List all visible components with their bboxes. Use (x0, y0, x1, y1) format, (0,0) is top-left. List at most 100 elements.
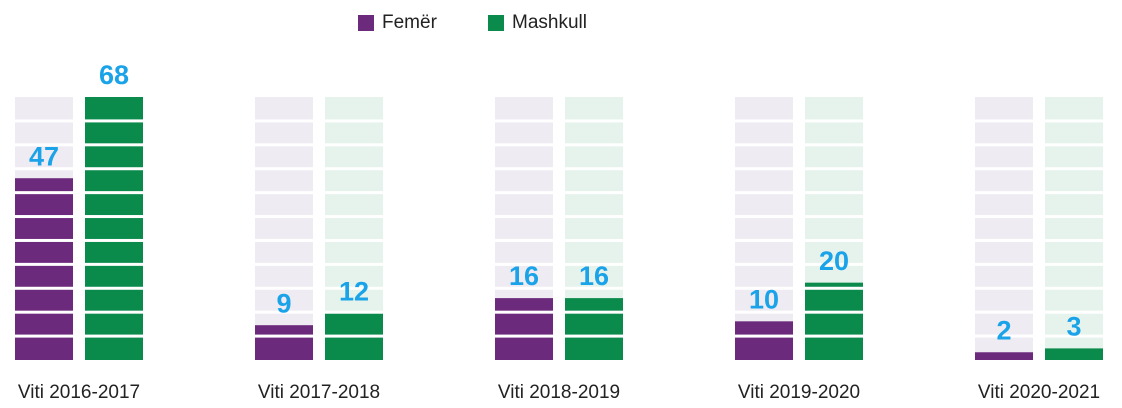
segment-gap (805, 262, 863, 266)
segment-gap (735, 334, 793, 338)
segment-gap (805, 310, 863, 314)
segment-gap (15, 238, 73, 242)
segment-gap (85, 238, 143, 242)
segment-gap (15, 191, 73, 195)
value-label: 3 (1066, 312, 1081, 342)
bar (15, 178, 73, 360)
segment-gap (565, 238, 623, 242)
segment-gap (975, 167, 1033, 171)
segment-gap (495, 119, 553, 123)
value-label: 16 (509, 261, 539, 291)
segment-gap (1045, 310, 1103, 314)
segment-gap (325, 238, 383, 242)
segment-gap (255, 262, 313, 266)
x-tick-label: Viti 2018-2019 (498, 382, 620, 403)
segment-gap (735, 167, 793, 171)
segment-gap (1045, 262, 1103, 266)
segment-gap (1045, 191, 1103, 195)
segment-gap (325, 191, 383, 195)
segment-gap (735, 310, 793, 314)
bar-track (255, 97, 313, 360)
segment-gap (975, 215, 1033, 219)
segment-gap (255, 191, 313, 195)
segment-gap (495, 191, 553, 195)
segment-gap (495, 286, 553, 290)
segment-gap (735, 119, 793, 123)
segment-gap (975, 310, 1033, 314)
segment-gap (1045, 238, 1103, 242)
legend-swatch (488, 15, 504, 31)
segment-gap (805, 191, 863, 195)
legend-label: Mashkull (512, 12, 587, 33)
segment-gap (975, 119, 1033, 123)
segment-gap (15, 167, 73, 171)
segment-gap (565, 191, 623, 195)
segment-gap (85, 286, 143, 290)
segment-gap (805, 119, 863, 123)
segment-gap (1045, 286, 1103, 290)
segment-gap (255, 310, 313, 314)
segment-gap (735, 286, 793, 290)
segment-gap (255, 238, 313, 242)
segment-gap (565, 143, 623, 147)
segment-gap (1045, 215, 1103, 219)
x-tick-label: Viti 2016-2017 (18, 382, 140, 403)
segment-gap (85, 310, 143, 314)
segment-gap (255, 119, 313, 123)
x-tick-label: Viti 2019-2020 (738, 382, 860, 403)
segment-gap (565, 286, 623, 290)
segment-gap (565, 262, 623, 266)
value-label: 10 (749, 284, 779, 314)
segment-gap (565, 310, 623, 314)
segment-gap (1045, 167, 1103, 171)
segment-gap (495, 143, 553, 147)
segment-gap (495, 167, 553, 171)
bar-track (1045, 97, 1103, 360)
legend-label: Femër (382, 12, 438, 33)
segment-gap (805, 238, 863, 242)
segment-gap (565, 119, 623, 123)
bar (565, 298, 623, 360)
segment-gap (255, 215, 313, 219)
segment-gap (1045, 119, 1103, 123)
segment-gap (495, 215, 553, 219)
value-label: 16 (579, 261, 609, 291)
segment-gap (735, 191, 793, 195)
x-tick-label: Viti 2017-2018 (258, 382, 380, 403)
segment-gap (15, 119, 73, 123)
segment-gap (255, 286, 313, 290)
segment-gap (495, 238, 553, 242)
segment-gap (85, 143, 143, 147)
segment-gap (85, 334, 143, 338)
bar (805, 282, 863, 360)
segment-gap (15, 215, 73, 219)
segment-gap (975, 238, 1033, 242)
segment-gap (85, 167, 143, 171)
segment-gap (495, 310, 553, 314)
segment-gap (325, 286, 383, 290)
segment-gap (325, 215, 383, 219)
segment-gap (15, 262, 73, 266)
segment-gap (735, 262, 793, 266)
segment-gap (805, 143, 863, 147)
bar-track (735, 97, 793, 360)
segment-gap (565, 215, 623, 219)
segment-gap (255, 334, 313, 338)
segment-gap (805, 215, 863, 219)
bar (735, 321, 793, 360)
value-label: 20 (819, 246, 849, 276)
segment-gap (735, 143, 793, 147)
x-tick-label: Viti 2020-2021 (978, 382, 1100, 403)
bar (1045, 348, 1103, 360)
segment-gap (975, 262, 1033, 266)
segment-gap (15, 143, 73, 147)
value-label: 47 (29, 141, 59, 171)
segment-gap (975, 143, 1033, 147)
segment-gap (1045, 143, 1103, 147)
bar (495, 298, 553, 360)
bar (255, 325, 313, 360)
value-label: 2 (996, 315, 1011, 345)
legend-swatch (358, 15, 374, 31)
segment-gap (15, 310, 73, 314)
